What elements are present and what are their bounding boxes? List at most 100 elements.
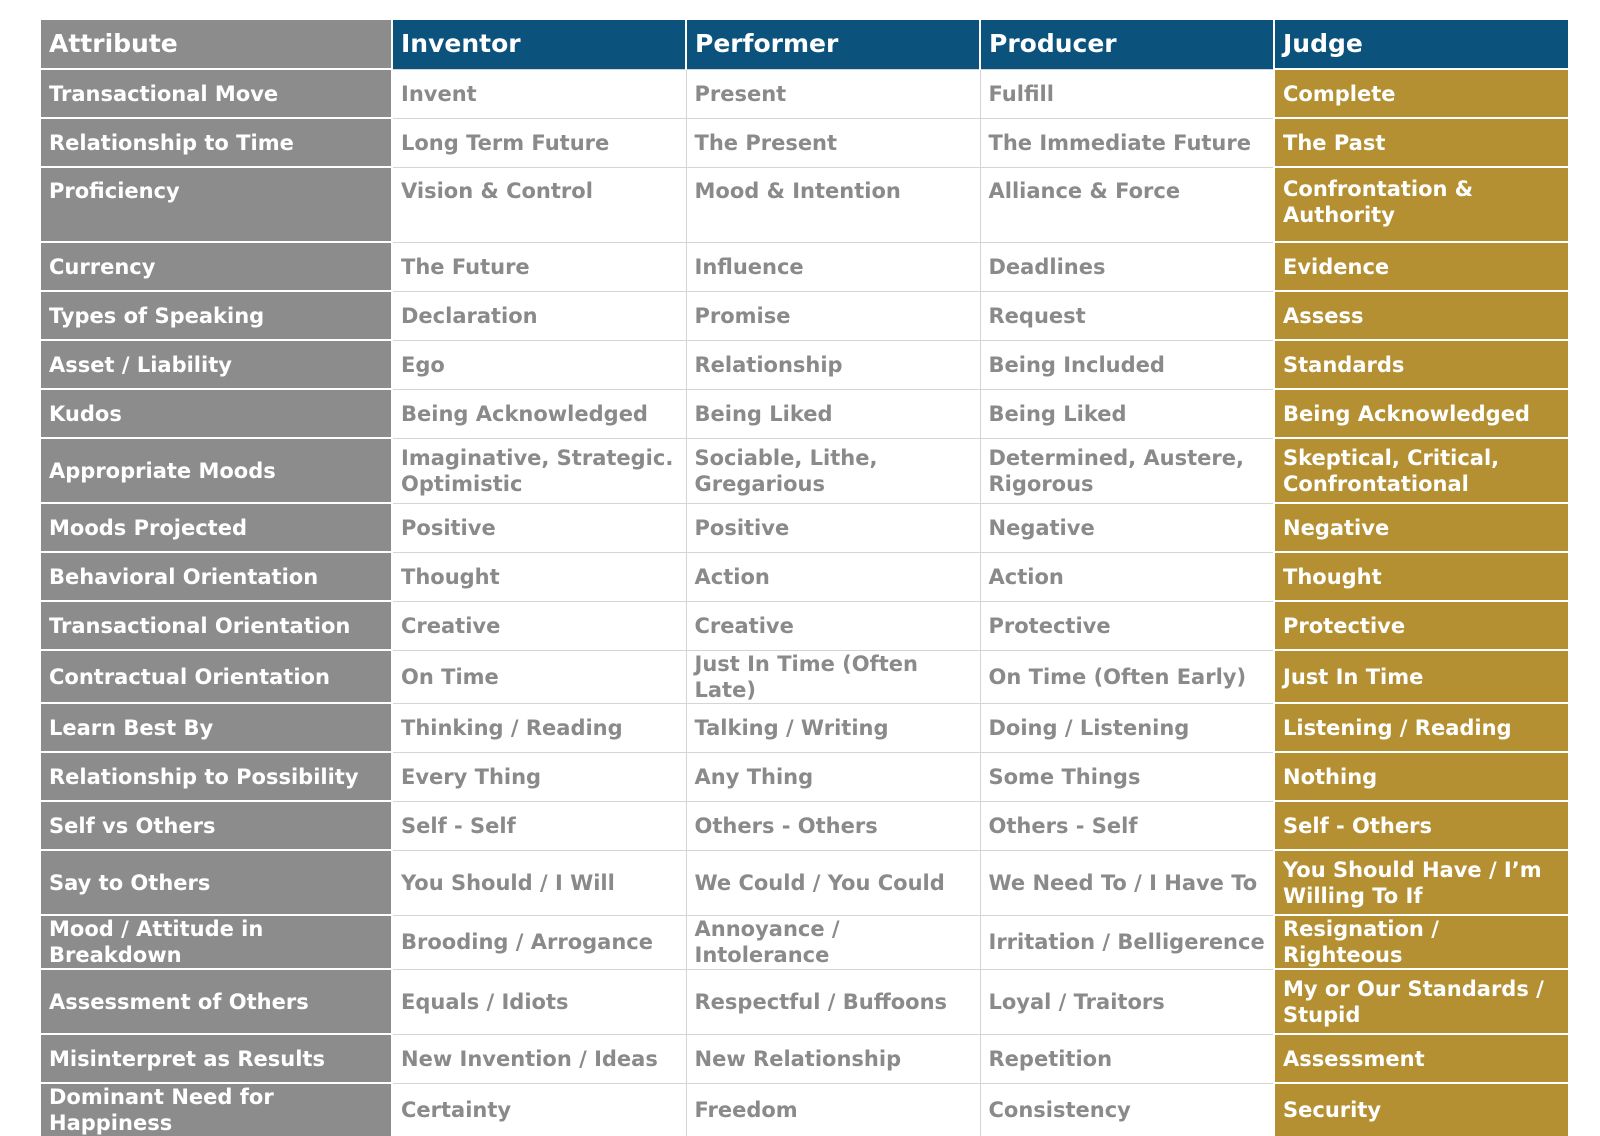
performer-cell: Promise <box>686 290 981 340</box>
judge-cell: Nothing <box>1273 751 1568 801</box>
table-row: Dominant Need for Happiness Certainty Fr… <box>41 1082 1568 1136</box>
inventor-cell: Vision & Control <box>392 166 687 242</box>
judge-cell: Self - Others <box>1273 800 1568 850</box>
inventor-cell: Brooding / Arrogance <box>392 914 687 969</box>
performer-cell: Action <box>686 551 981 601</box>
performer-cell: Positive <box>686 502 981 552</box>
inventor-cell: Being Acknowledged <box>392 388 687 438</box>
producer-cell: The Immediate Future <box>980 117 1275 167</box>
attribute-cell: Mood / Attitude in Breakdown <box>41 914 393 969</box>
producer-cell: We Need To / I Have To <box>980 849 1275 915</box>
judge-cell: Listening / Reading <box>1273 702 1568 752</box>
performer-cell: Talking / Writing <box>686 702 981 752</box>
performer-cell: Relationship <box>686 339 981 389</box>
attribute-cell: Kudos <box>41 388 393 438</box>
table-row: Contractual Orientation On Time Just In … <box>41 649 1568 703</box>
judge-cell: Just In Time <box>1273 649 1568 703</box>
performer-cell: Freedom <box>686 1082 981 1136</box>
table-row: Behavioral Orientation Thought Action Ac… <box>41 551 1568 601</box>
table-row: Assessment of Others Equals / Idiots Res… <box>41 968 1568 1034</box>
attribute-cell: Learn Best By <box>41 702 393 752</box>
attribute-cell: Dominant Need for Happiness <box>41 1082 393 1136</box>
producer-cell: On Time (Often Early) <box>980 649 1275 703</box>
attribute-cell: Moods Projected <box>41 502 393 552</box>
producer-cell: Irritation / Belligerence <box>980 914 1275 969</box>
attribute-cell: Asset / Liability <box>41 339 393 389</box>
table-row: Misinterpret as Results New Invention / … <box>41 1033 1568 1083</box>
judge-cell: Standards <box>1273 339 1568 389</box>
performer-cell: Respectful / Buffoons <box>686 968 981 1034</box>
inventor-cell: On Time <box>392 649 687 703</box>
inventor-cell: Thought <box>392 551 687 601</box>
judge-cell: Being Acknowledged <box>1273 388 1568 438</box>
producer-cell: Some Things <box>980 751 1275 801</box>
inventor-cell: Equals / Idiots <box>392 968 687 1034</box>
judge-cell: Assessment <box>1273 1033 1568 1083</box>
performer-cell: Annoyance / Intolerance <box>686 914 981 969</box>
inventor-cell: Every Thing <box>392 751 687 801</box>
attribute-cell: Transactional Orientation <box>41 600 393 650</box>
attribute-cell: Currency <box>41 241 393 291</box>
attribute-cell: Transactional Move <box>41 68 393 118</box>
table-row: Appropriate Moods Imaginative, Strategic… <box>41 437 1568 503</box>
column-header-performer: Performer <box>685 20 980 69</box>
inventor-cell: Invent <box>392 68 687 118</box>
producer-cell: Being Liked <box>980 388 1275 438</box>
attribute-cell: Relationship to Possibility <box>41 751 393 801</box>
judge-cell: You Should Have / I’m Willing To If <box>1273 849 1568 915</box>
inventor-cell: Long Term Future <box>392 117 687 167</box>
attribute-cell: Proficiency <box>41 166 393 242</box>
table-row: Currency The Future Influence Deadlines … <box>41 241 1568 291</box>
attribute-cell: Behavioral Orientation <box>41 551 393 601</box>
table-header: Attribute Inventor Performer Producer Ju… <box>41 20 1568 69</box>
table-row: Transactional Orientation Creative Creat… <box>41 600 1568 650</box>
table-row: Learn Best By Thinking / Reading Talking… <box>41 702 1568 752</box>
table-row: Asset / Liability Ego Relationship Being… <box>41 339 1568 389</box>
performer-cell: Mood & Intention <box>686 166 981 242</box>
inventor-cell: Thinking / Reading <box>392 702 687 752</box>
inventor-cell: Positive <box>392 502 687 552</box>
inventor-cell: New Invention / Ideas <box>392 1033 687 1083</box>
column-header-inventor: Inventor <box>391 20 686 69</box>
inventor-cell: Declaration <box>392 290 687 340</box>
producer-cell: Others - Self <box>980 800 1275 850</box>
judge-cell: Skeptical, Critical, Confrontational <box>1273 437 1568 503</box>
table-row: Moods Projected Positive Positive Negati… <box>41 502 1568 552</box>
judge-cell: Evidence <box>1273 241 1568 291</box>
attribute-cell: Types of Speaking <box>41 290 393 340</box>
table-row: Self vs Others Self - Self Others - Othe… <box>41 800 1568 850</box>
table-row: Relationship to Time Long Term Future Th… <box>41 117 1568 167</box>
producer-cell: Determined, Austere, Rigorous <box>980 437 1275 503</box>
producer-cell: Protective <box>980 600 1275 650</box>
performer-cell: Just In Time (Often Late) <box>686 649 981 703</box>
attribute-comparison-table: Attribute Inventor Performer Producer Ju… <box>41 20 1568 1136</box>
performer-cell: New Relationship <box>686 1033 981 1083</box>
inventor-cell: The Future <box>392 241 687 291</box>
attribute-cell: Assessment of Others <box>41 968 393 1034</box>
table-body: Transactional Move Invent Present Fulfil… <box>41 68 1568 1136</box>
performer-cell: Influence <box>686 241 981 291</box>
inventor-cell: Creative <box>392 600 687 650</box>
header-row: Attribute Inventor Performer Producer Ju… <box>41 20 1568 69</box>
producer-cell: Consistency <box>980 1082 1275 1136</box>
producer-cell: Loyal / Traitors <box>980 968 1275 1034</box>
judge-cell: Thought <box>1273 551 1568 601</box>
column-header-judge: Judge <box>1273 20 1568 69</box>
judge-cell: The Past <box>1273 117 1568 167</box>
performer-cell: Sociable, Lithe, Gregarious <box>686 437 981 503</box>
judge-cell: Resignation / Righteous <box>1273 914 1568 969</box>
producer-cell: Doing / Listening <box>980 702 1275 752</box>
table-row: Kudos Being Acknowledged Being Liked Bei… <box>41 388 1568 438</box>
performer-cell: Being Liked <box>686 388 981 438</box>
producer-cell: Repetition <box>980 1033 1275 1083</box>
inventor-cell: Ego <box>392 339 687 389</box>
producer-cell: Being Included <box>980 339 1275 389</box>
performer-cell: Creative <box>686 600 981 650</box>
inventor-cell: Imaginative, Strategic. Optimistic <box>392 437 687 503</box>
table-row: Types of Speaking Declaration Promise Re… <box>41 290 1568 340</box>
attribute-cell: Say to Others <box>41 849 393 915</box>
attribute-cell: Misinterpret as Results <box>41 1033 393 1083</box>
attribute-cell: Self vs Others <box>41 800 393 850</box>
table-row: Transactional Move Invent Present Fulfil… <box>41 68 1568 118</box>
producer-cell: Action <box>980 551 1275 601</box>
